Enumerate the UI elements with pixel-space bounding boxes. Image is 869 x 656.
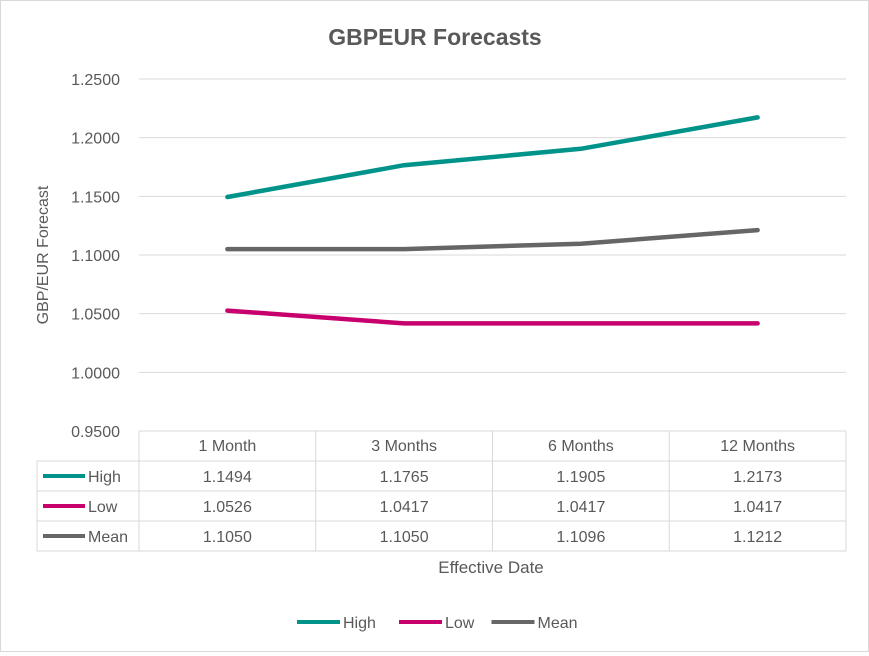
x-category-label: 3 Months bbox=[371, 438, 437, 455]
table-cell: 1.1212 bbox=[733, 529, 782, 546]
table-cell: 1.1096 bbox=[556, 529, 605, 546]
series-line-high bbox=[225, 115, 760, 200]
table-row-header: High bbox=[88, 469, 121, 486]
table-cell: 1.1905 bbox=[556, 469, 605, 486]
series-line-mean bbox=[225, 227, 760, 252]
y-axis-tick-labels: 1.2500 1.2000 1.1500 1.1000 1.0500 1.0000 0.95… bbox=[71, 72, 120, 441]
y-axis-title: GBP/EUR Forecast bbox=[35, 185, 52, 324]
y-tick-label: 0.9500 bbox=[71, 424, 120, 441]
table-cell: 1.0417 bbox=[380, 499, 429, 516]
series-lines bbox=[225, 115, 760, 326]
y-tick-label: 1.1000 bbox=[71, 248, 120, 265]
table-cell: 1.1050 bbox=[203, 529, 252, 546]
table-cell: 1.2173 bbox=[733, 469, 782, 486]
x-category-label: 6 Months bbox=[548, 438, 614, 455]
data-table: 1 Month 3 Months 6 Months 12 Months High 1.14… bbox=[36, 430, 847, 552]
legend-label: Low bbox=[445, 615, 475, 632]
y-tick-label: 1.1500 bbox=[71, 189, 120, 206]
y-tick-label: 1.2000 bbox=[71, 131, 120, 148]
table-cell: 1.1494 bbox=[203, 469, 252, 486]
chart-title: GBPEUR Forecasts bbox=[328, 24, 541, 50]
table-cell: 1.0417 bbox=[733, 499, 782, 516]
y-tick-label: 1.0000 bbox=[71, 365, 120, 382]
x-category-label: 1 Month bbox=[198, 438, 256, 455]
table-row-header: Mean bbox=[88, 529, 128, 546]
table-row-header: Low bbox=[88, 499, 118, 516]
table-cell: 1.1765 bbox=[380, 469, 429, 486]
legend-label: High bbox=[343, 615, 376, 632]
table-cell: 1.0526 bbox=[203, 499, 252, 516]
series-line-low bbox=[225, 308, 760, 326]
x-category-label: 12 Months bbox=[720, 438, 795, 455]
table-cell: 1.0417 bbox=[556, 499, 605, 516]
gridlines bbox=[139, 78, 846, 373]
legend-label: Mean bbox=[538, 615, 578, 632]
table-cell: 1.1050 bbox=[380, 529, 429, 546]
y-tick-label: 1.0500 bbox=[71, 307, 120, 324]
y-tick-label: 1.2500 bbox=[71, 72, 120, 89]
x-axis-title: Effective Date bbox=[438, 558, 544, 577]
legend: High Low Mean bbox=[297, 615, 578, 632]
